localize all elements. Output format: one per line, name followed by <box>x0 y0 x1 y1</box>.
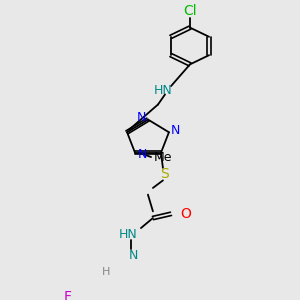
Text: N: N <box>136 111 146 124</box>
Text: HN: HN <box>154 84 172 97</box>
Text: N: N <box>129 249 139 262</box>
Text: F: F <box>64 290 72 300</box>
Text: N: N <box>171 124 181 137</box>
Text: S: S <box>160 167 169 181</box>
Text: Cl: Cl <box>183 4 197 18</box>
Text: O: O <box>181 207 191 221</box>
Text: Me: Me <box>154 151 172 164</box>
Text: H: H <box>102 267 110 278</box>
Text: HN: HN <box>118 228 137 241</box>
Text: N: N <box>137 148 147 161</box>
